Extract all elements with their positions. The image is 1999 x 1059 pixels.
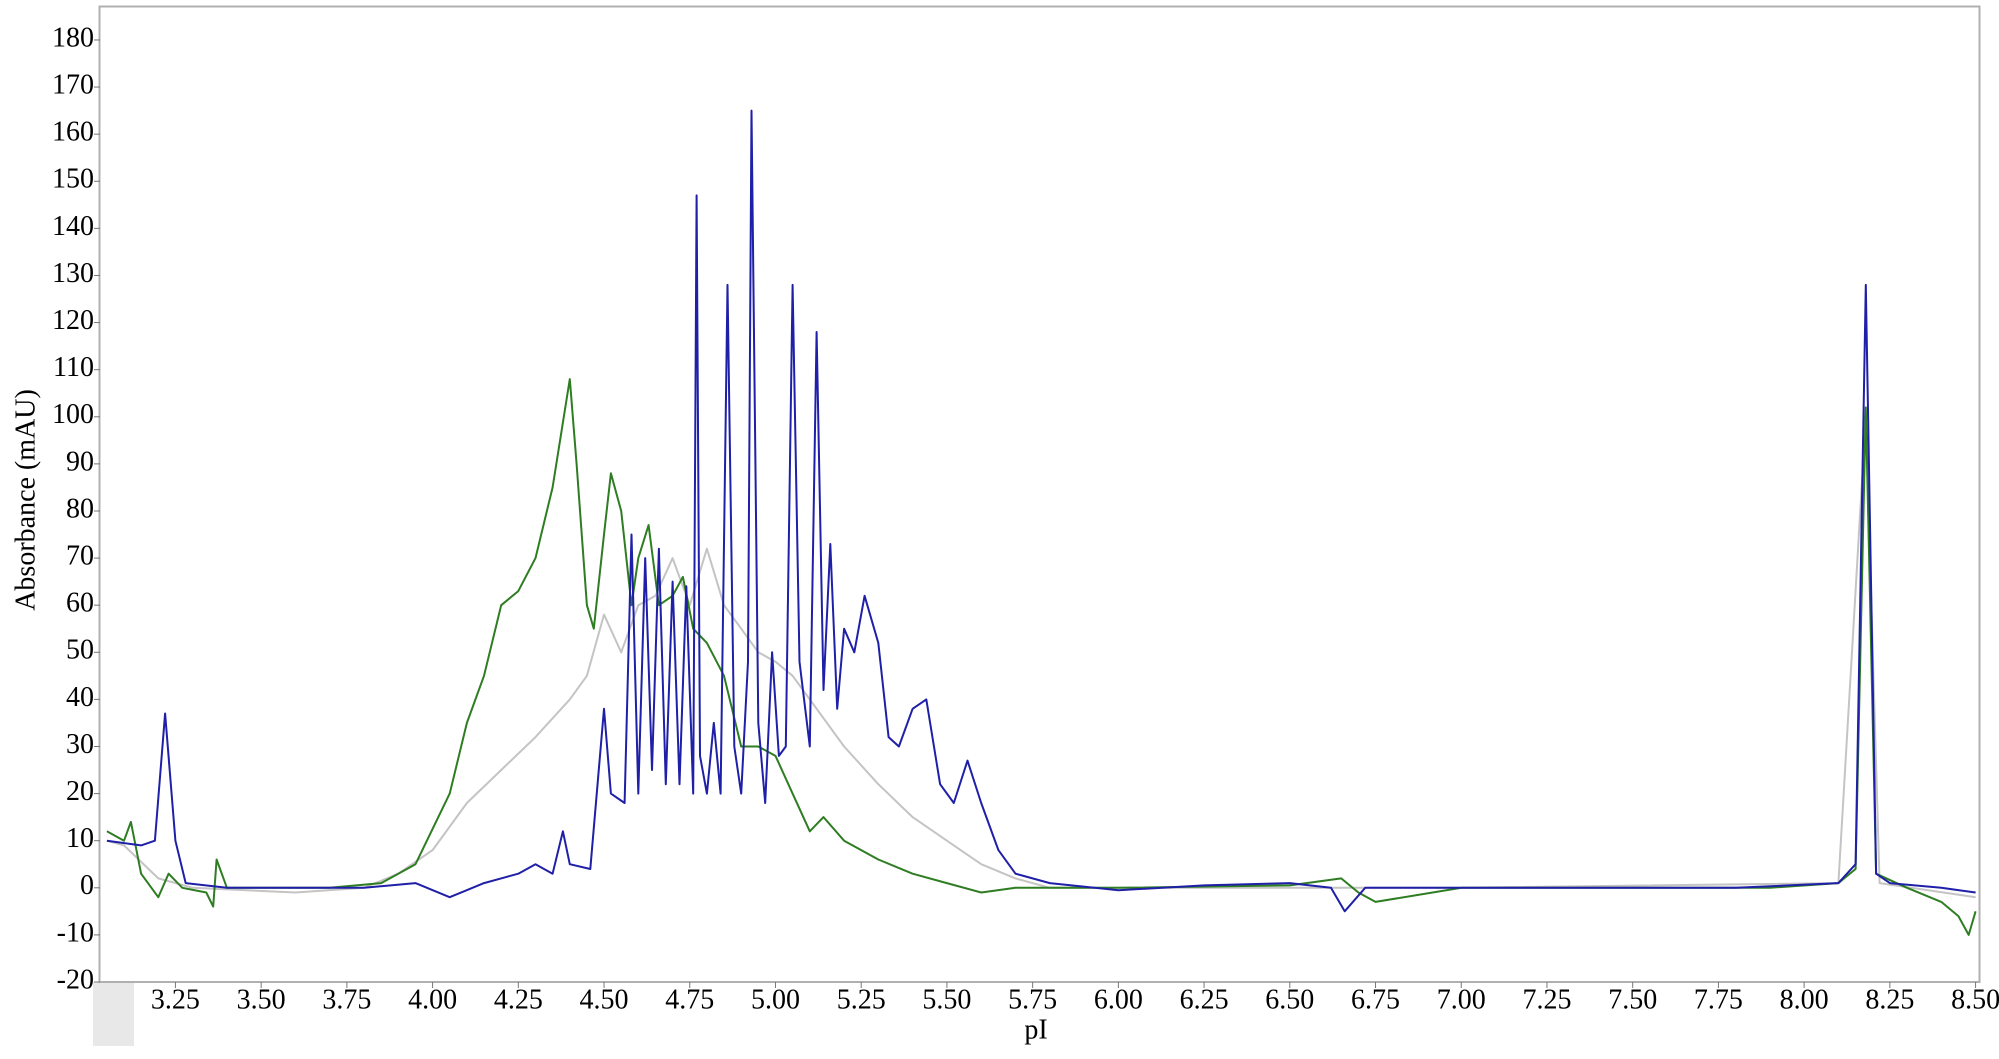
- x-tick-label: 8.00: [1780, 984, 1829, 1015]
- y-tick-label: 170: [52, 69, 94, 100]
- x-tick-label: 4.75: [665, 984, 714, 1015]
- x-tick-label: 6.00: [1094, 984, 1143, 1015]
- y-tick-label: 50: [66, 635, 94, 666]
- line-series: [106, 415, 1976, 899]
- x-tick-label: 5.75: [1008, 984, 1057, 1015]
- x-tick-label: 8.50: [1951, 984, 1999, 1015]
- y-tick-label: 150: [52, 164, 94, 195]
- x-tick-label: 6.25: [1180, 984, 1229, 1015]
- x-tick-label: 4.50: [580, 984, 629, 1015]
- y-tick-label: 180: [52, 22, 94, 53]
- y-tick-label: 100: [52, 399, 94, 430]
- x-tick-label: 7.25: [1522, 984, 1571, 1015]
- y-tick-label: 130: [52, 258, 94, 289]
- y-tick-label: 30: [66, 729, 94, 760]
- x-tick-label: 8.25: [1865, 984, 1914, 1015]
- corner-box: [93, 982, 134, 1046]
- line-series: [106, 378, 1977, 936]
- y-tick-label: 90: [66, 446, 94, 477]
- y-tick-label: 70: [66, 541, 94, 572]
- y-tick-label: 140: [52, 211, 94, 242]
- x-tick-label: 6.50: [1265, 984, 1314, 1015]
- line-series: [106, 109, 1976, 913]
- x-tick-label: 3.25: [151, 984, 200, 1015]
- y-tick-label: 120: [52, 305, 94, 336]
- x-tick-label: 7.00: [1437, 984, 1486, 1015]
- y-tick-label: 0: [80, 870, 94, 901]
- plot-frame: [98, 5, 1981, 983]
- y-tick-label: 160: [52, 117, 94, 148]
- y-tick-label: 10: [66, 823, 94, 854]
- x-axis-label: pI: [1024, 1014, 1047, 1045]
- x-tick-label: 4.00: [408, 984, 457, 1015]
- x-tick-label: 3.75: [322, 984, 371, 1015]
- y-tick-label: -20: [57, 964, 94, 995]
- y-tick-label: 60: [66, 588, 94, 619]
- x-tick-label: 6.75: [1351, 984, 1400, 1015]
- x-tick-label: 7.50: [1608, 984, 1657, 1015]
- y-tick-label: -10: [57, 917, 94, 948]
- y-axis-label: Absorbance (mAU): [10, 389, 41, 611]
- x-tick-label: 5.00: [751, 984, 800, 1015]
- x-tick-label: 7.75: [1694, 984, 1743, 1015]
- x-tick-label: 5.50: [922, 984, 971, 1015]
- x-tick-label: 4.25: [494, 984, 543, 1015]
- y-tick-label: 110: [53, 352, 94, 383]
- x-tick-label: 3.50: [237, 984, 286, 1015]
- y-tick-label: 40: [66, 682, 94, 713]
- x-tick-label: 5.25: [837, 984, 886, 1015]
- y-tick-label: 80: [66, 493, 94, 524]
- y-tick-label: 20: [66, 776, 94, 807]
